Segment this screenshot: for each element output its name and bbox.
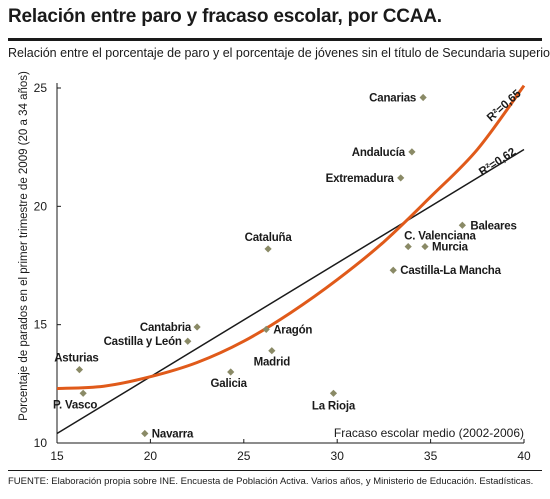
data-point — [193, 323, 201, 331]
data-point — [268, 347, 276, 355]
linear-r2-label: R²=0,62 — [477, 146, 518, 179]
chart-subtitle: Relación entre el porcentaje de paro y e… — [8, 46, 550, 60]
data-point — [421, 242, 429, 251]
trendlines: R²=0,62 R²=0,65 — [56, 84, 526, 435]
point-label: Madrid — [254, 357, 291, 369]
x-tick-label: 35 — [424, 449, 438, 463]
data-point — [262, 325, 270, 333]
x-tick-label: 40 — [517, 449, 531, 463]
point-label: Cataluña — [245, 232, 293, 244]
data-point — [408, 148, 416, 156]
y-axis-label: Porcentaje de parados en el primer trime… — [18, 71, 30, 421]
point-label: Castilla y León — [104, 336, 182, 348]
data-point — [227, 368, 235, 376]
point-label: Canarias — [369, 92, 416, 104]
data-point — [389, 266, 397, 274]
linear-trendline — [56, 148, 525, 435]
point-label: Murcia — [432, 242, 469, 254]
polynomial-r2-label: R²=0,65 — [485, 87, 524, 124]
data-point — [404, 242, 412, 251]
data-point — [75, 366, 84, 374]
point-label: Castilla-La Mancha — [400, 265, 501, 277]
point-label: La Rioja — [312, 400, 356, 412]
x-tick-label: 30 — [331, 449, 345, 463]
x-tick-label: 15 — [50, 449, 64, 463]
polynomial-trendline — [56, 84, 526, 391]
source-footer: FUENTE: Elaboración propia sobre INE. En… — [8, 476, 534, 487]
point-label: Galicia — [211, 378, 248, 390]
data-point — [419, 93, 427, 102]
point-label: P. Vasco — [53, 399, 97, 411]
point-label: Andalucía — [352, 147, 406, 159]
y-tick-label: 15 — [34, 318, 48, 332]
data-point — [141, 429, 149, 438]
y-tick-label: 25 — [34, 81, 48, 95]
data-point — [184, 337, 192, 345]
data-point — [458, 221, 466, 229]
point-label: Extremadura — [326, 173, 395, 185]
x-tick-label: 20 — [144, 449, 158, 463]
title-rule — [8, 38, 542, 41]
point-label: Aragón — [273, 324, 312, 336]
data-point — [264, 245, 272, 253]
data-point — [79, 389, 87, 397]
x-axis-label: Fracaso escolar medio (2002-2006) — [334, 426, 524, 440]
point-label: Asturias — [54, 353, 98, 365]
point-label: Navarra — [152, 429, 194, 441]
y-tick-label: 20 — [34, 199, 48, 213]
data-point — [397, 174, 405, 182]
point-label: Cantabria — [140, 322, 192, 334]
chart-title: Relación entre paro y fracaso escolar, p… — [8, 6, 442, 27]
y-tick-label: 10 — [34, 436, 48, 450]
data-point — [329, 389, 338, 397]
footer-rule — [8, 470, 542, 471]
point-label: C. Valenciana — [404, 231, 476, 243]
point-label: Baleares — [470, 220, 516, 232]
x-tick-label: 25 — [237, 449, 251, 463]
